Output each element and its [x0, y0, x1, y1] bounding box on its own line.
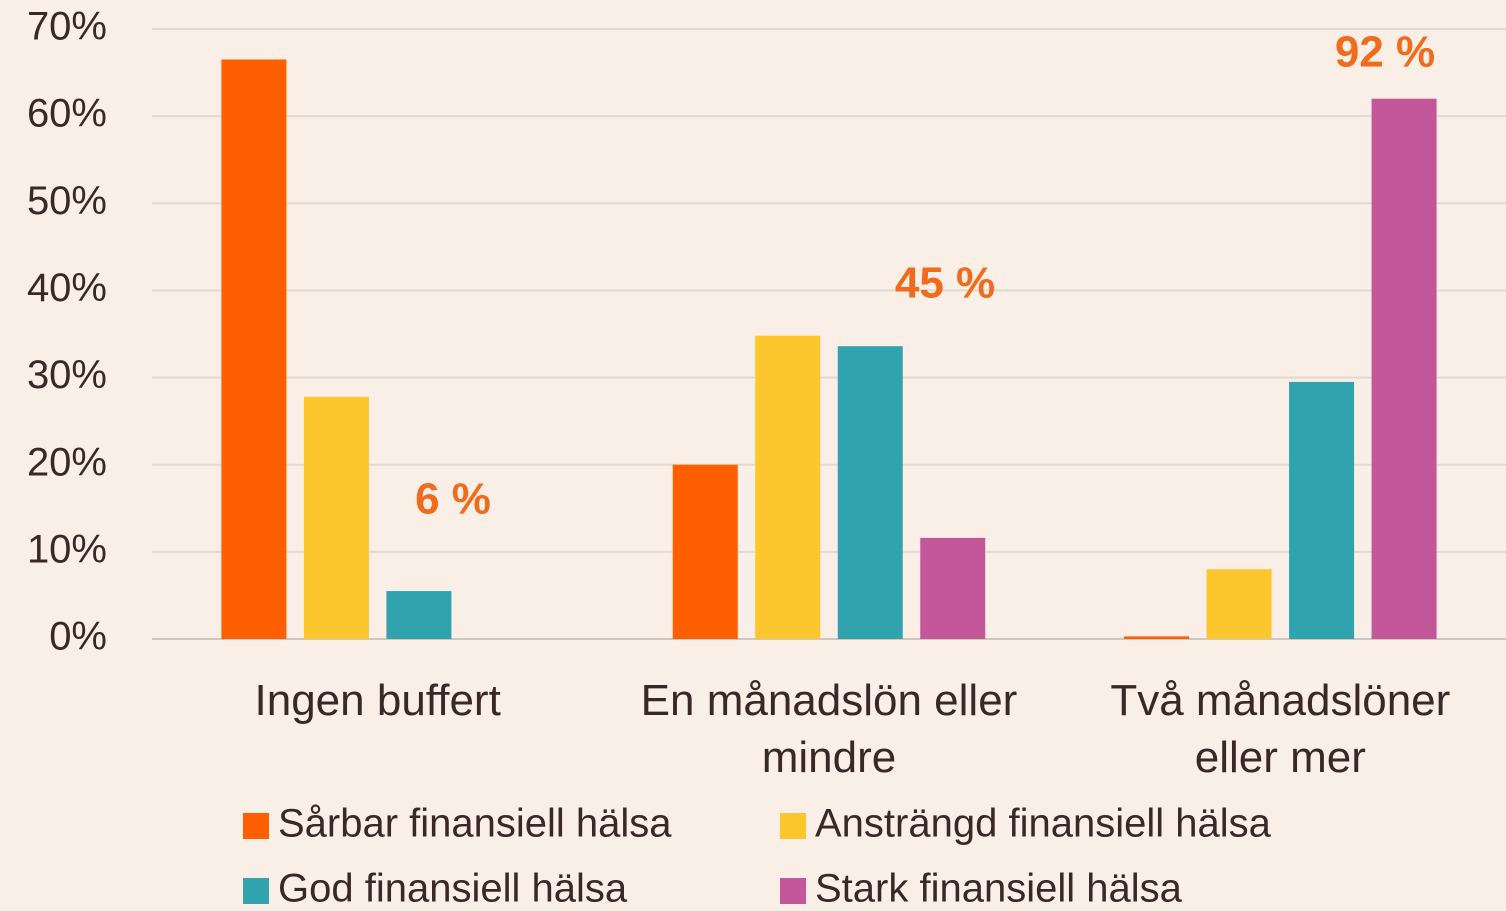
legend-swatch — [780, 813, 806, 839]
annotation: 92 % — [1335, 28, 1435, 77]
bar — [920, 537, 986, 639]
legend-label: Ansträngd finansiell hälsa — [815, 802, 1272, 846]
bar — [386, 591, 452, 639]
legend-swatch — [243, 878, 269, 904]
bar — [1371, 98, 1437, 639]
y-tick-label: 0% — [49, 615, 107, 659]
y-tick-label: 20% — [27, 440, 107, 484]
legend-label: God finansiell hälsa — [278, 867, 628, 911]
bar — [837, 346, 903, 639]
y-tick-label: 50% — [27, 179, 107, 223]
legend-swatch — [243, 813, 269, 839]
bar — [755, 335, 821, 639]
y-tick-label: 40% — [27, 266, 107, 310]
bar — [303, 396, 369, 639]
annotation: 45 % — [895, 259, 995, 308]
y-tick-label: 10% — [27, 527, 107, 571]
x-tick-label: En månadslön eller mindre — [640, 676, 1018, 782]
bar — [221, 59, 287, 639]
bar — [1124, 636, 1190, 639]
bar — [1289, 381, 1355, 639]
x-tick-label: Två månadslöner eller mer — [1110, 676, 1451, 782]
legend-label: Sårbar finansiell hälsa — [278, 802, 672, 846]
y-tick-label: 70% — [27, 5, 107, 49]
bar — [1206, 569, 1272, 639]
x-tick-label: Ingen buffert — [254, 676, 501, 725]
bar — [672, 464, 738, 639]
legend-label: Stark finansiell hälsa — [815, 867, 1183, 911]
legend-swatch — [780, 878, 806, 904]
y-tick-label: 30% — [27, 353, 107, 397]
annotation: 6 % — [415, 475, 491, 524]
y-tick-label: 60% — [27, 92, 107, 136]
